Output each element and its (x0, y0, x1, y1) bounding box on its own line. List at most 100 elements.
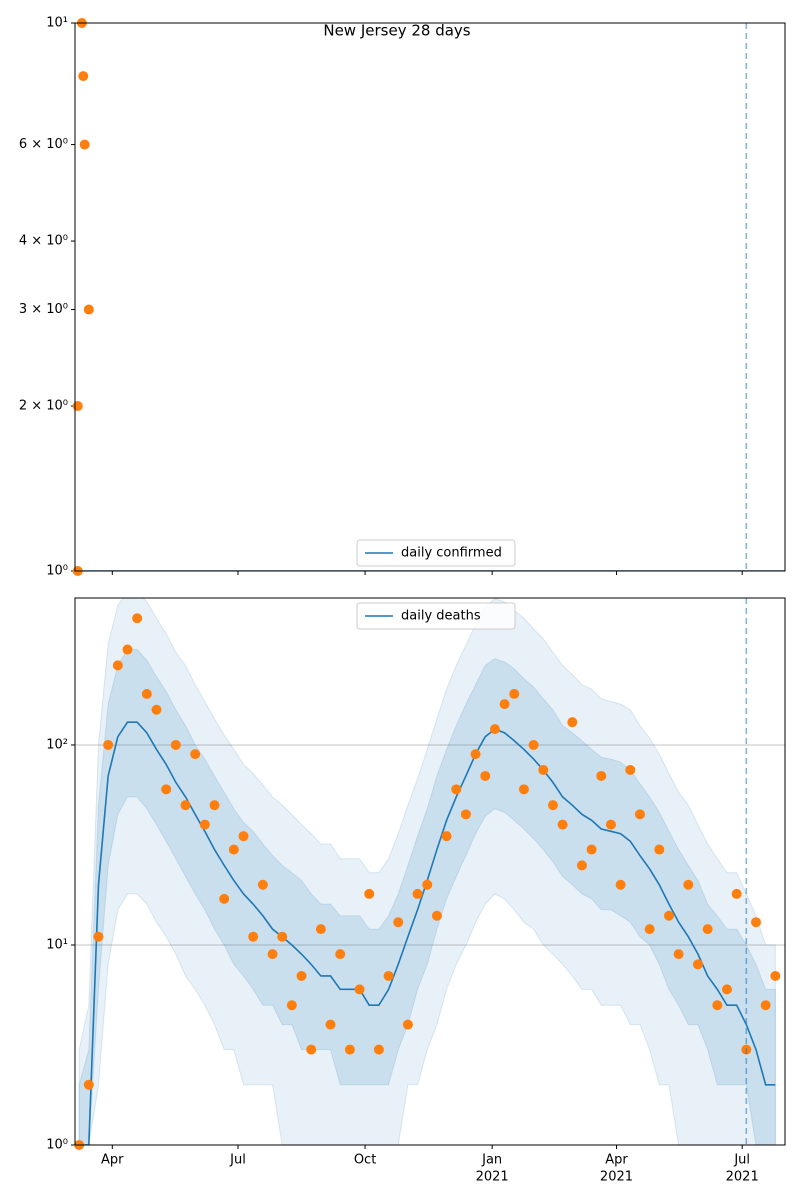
data-point (441, 831, 452, 842)
data-point (586, 844, 597, 855)
data-point (538, 764, 549, 775)
data-point (615, 879, 626, 890)
legend-label: daily confirmed (401, 546, 502, 561)
x-tick-label: Jan (481, 1153, 502, 1168)
axes-frame (74, 597, 786, 1146)
data-point (702, 924, 713, 935)
data-point (605, 819, 616, 830)
legend-label: daily deaths (401, 609, 481, 624)
data-point (170, 739, 181, 750)
data-point (209, 800, 220, 811)
y-tick-label: 10² (46, 737, 68, 752)
data-point (576, 860, 587, 871)
data-point (712, 1000, 723, 1011)
y-tick-label: 6 × 10⁰ (19, 137, 68, 152)
data-point (663, 910, 674, 921)
legend-box (356, 602, 516, 630)
data-point (644, 924, 655, 935)
data-point (306, 1044, 317, 1055)
x-tick-label: Apr (605, 1153, 628, 1168)
y-tick-label: 10⁰ (46, 1138, 68, 1153)
data-point (257, 879, 268, 890)
data-point (499, 699, 510, 710)
data-point (79, 139, 90, 150)
data-point (547, 800, 558, 811)
data-point (654, 844, 665, 855)
data-point (750, 917, 761, 928)
data-point (103, 739, 114, 750)
data-point (364, 888, 375, 899)
data-point (770, 970, 781, 981)
data-point (93, 931, 104, 942)
axes-frame (74, 22, 786, 572)
data-point (451, 784, 462, 795)
band (78, 598, 776, 1145)
data-point (238, 831, 249, 842)
x-tick-label: Jul (229, 1153, 246, 1168)
data-point (383, 970, 394, 981)
data-point (354, 984, 365, 995)
data-point (480, 770, 491, 781)
data-point (335, 949, 346, 960)
legend-box (356, 539, 516, 567)
data-point (431, 910, 442, 921)
data-point (228, 844, 239, 855)
data-point (373, 1044, 384, 1055)
data-point (83, 304, 94, 315)
y-tick-label: 10¹ (46, 16, 68, 31)
data-point (489, 724, 500, 735)
x-year-label: 2021 (476, 1170, 509, 1185)
y-tick-label: 10¹ (46, 937, 68, 952)
data-point (518, 784, 529, 795)
chart-title: New Jersey 28 days (323, 22, 470, 40)
data-point (199, 819, 210, 830)
data-point (122, 644, 133, 655)
data-point (721, 984, 732, 995)
data-point (141, 688, 152, 699)
data-point (412, 888, 423, 899)
data-point (344, 1044, 355, 1055)
data-point (470, 749, 481, 760)
plot-area (75, 598, 785, 1145)
data-point (683, 879, 694, 890)
data-point (460, 809, 471, 820)
data-point (267, 949, 278, 960)
data-point (325, 1019, 336, 1030)
x-tick-label: Oct (354, 1153, 376, 1168)
data-point (596, 770, 607, 781)
data-point (296, 970, 307, 981)
data-point (557, 819, 568, 830)
data-point (731, 888, 742, 899)
data-point (83, 1079, 94, 1090)
data-point (180, 800, 191, 811)
data-point (112, 660, 123, 671)
x-tick-label: Apr (101, 1153, 124, 1168)
data-point (161, 784, 172, 795)
data-point (509, 688, 520, 699)
data-point (315, 924, 326, 935)
data-point (625, 764, 636, 775)
data-point (190, 749, 201, 760)
x-year-label: 2021 (726, 1170, 759, 1185)
data-point (393, 917, 404, 928)
data-point (219, 893, 230, 904)
data-point (634, 809, 645, 820)
y-tick-label: 3 × 10⁰ (19, 302, 68, 317)
data-point (673, 949, 684, 960)
x-tick-label: Jul (733, 1153, 750, 1168)
data-point (692, 959, 703, 970)
data-point (528, 739, 539, 750)
y-tick-label: 4 × 10⁰ (19, 234, 68, 249)
data-point (422, 879, 433, 890)
data-point (286, 1000, 297, 1011)
data-point (402, 1019, 413, 1030)
data-point (277, 931, 288, 942)
data-point (132, 613, 143, 624)
data-point (78, 71, 89, 82)
data-point (151, 704, 162, 715)
data-point (567, 717, 578, 728)
x-year-label: 2021 (600, 1170, 633, 1185)
y-tick-label: 2 × 10⁰ (19, 399, 68, 414)
data-point (760, 1000, 771, 1011)
